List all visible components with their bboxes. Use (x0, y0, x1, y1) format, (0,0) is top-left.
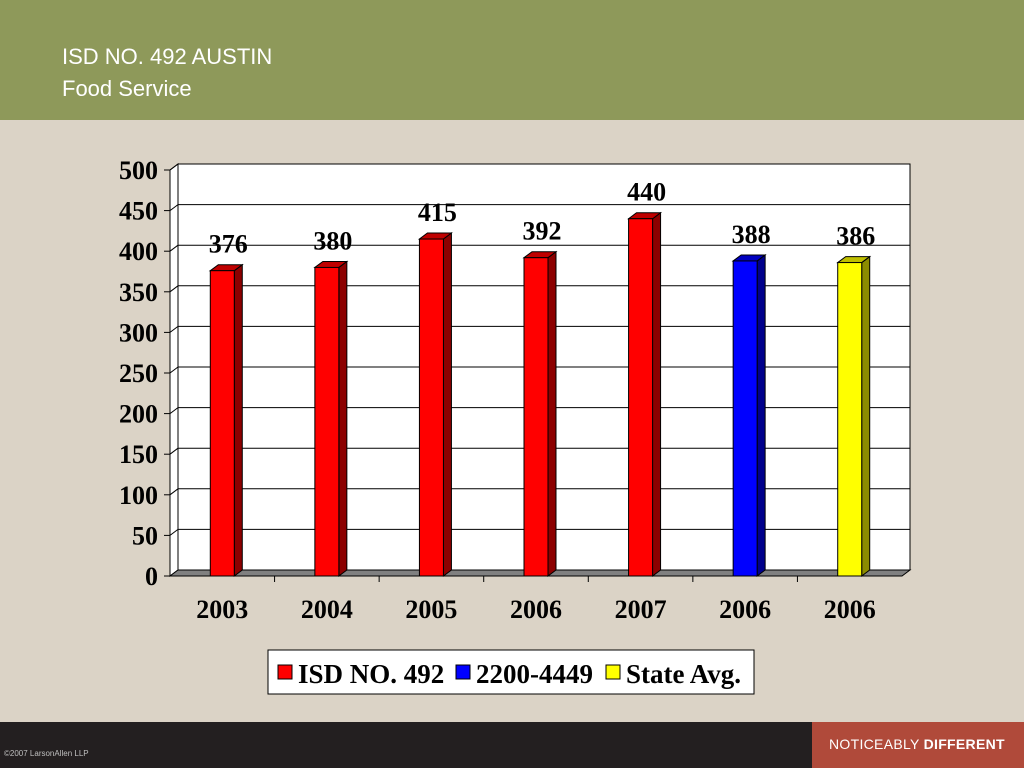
tagline-bold: DIFFERENT (923, 736, 1005, 752)
x-tick-label: 2007 (615, 595, 667, 624)
data-label: 376 (209, 230, 248, 259)
bar-side (861, 255, 871, 577)
x-tick-label: 2006 (719, 595, 771, 624)
bar-side (338, 260, 348, 577)
slide-title: ISD NO. 492 AUSTIN (62, 44, 273, 69)
bar-side (652, 211, 662, 577)
bar-side (547, 250, 557, 577)
gridline-side (169, 325, 179, 333)
tagline-badge (812, 722, 1024, 768)
bar (314, 266, 340, 577)
gridline-side (169, 244, 179, 252)
gridline-side (169, 163, 179, 171)
bar (523, 257, 549, 577)
gridline-side (169, 366, 179, 374)
bar-chart: 0 50 100 150 200 250 300 350 400 450 500 376 2003 380… (119, 156, 912, 695)
y-tick-label: 350 (119, 278, 158, 307)
gridline-side (169, 447, 179, 455)
legend-label: ISD NO. 492 (298, 659, 444, 689)
bar-side (756, 253, 766, 577)
data-label: 415 (418, 198, 457, 227)
bar (418, 238, 444, 577)
x-tick-label: 2003 (196, 595, 248, 624)
gridline-side (169, 407, 179, 415)
copyright-text: ©2007 LarsonAllen LLP (4, 749, 89, 758)
y-tick-label: 100 (119, 481, 158, 510)
y-tick-label: 450 (119, 197, 158, 226)
legend-label: 2200-4449 (476, 659, 593, 689)
slide-footer: ©2007 LarsonAllen LLP NOTICEABLY DIFFERE… (0, 722, 1024, 768)
y-tick-label: 300 (119, 318, 158, 347)
y-tick-label: 400 (119, 237, 158, 266)
x-tick-label: 2006 (510, 595, 562, 624)
y-tick-label: 500 (119, 156, 158, 185)
y-tick-label: 150 (119, 440, 158, 469)
y-tick-label: 0 (145, 562, 158, 591)
legend-swatch (455, 664, 471, 680)
data-label: 386 (836, 222, 875, 251)
gridline-side (169, 488, 179, 496)
bar (209, 270, 235, 577)
slide-subtitle: Food Service (62, 76, 192, 101)
legend-swatch (277, 664, 293, 680)
data-label: 380 (313, 226, 352, 255)
y-tick-label: 250 (119, 359, 158, 388)
y-tick-label: 200 (119, 400, 158, 429)
x-tick-label: 2004 (301, 595, 353, 624)
bar-side (233, 263, 243, 577)
bar-side (442, 232, 452, 577)
gridline-side (169, 285, 179, 293)
data-label: 388 (732, 220, 771, 249)
legend-label: State Avg. (626, 659, 741, 689)
slide-header: ISD NO. 492 AUSTIN Food Service (0, 0, 1024, 120)
x-tick-label: 2005 (405, 595, 457, 624)
gridline-side (169, 204, 179, 211)
legend-box (267, 649, 755, 695)
legend-swatch (605, 664, 621, 680)
x-tick-label: 2006 (824, 595, 876, 624)
y-tick-label: 50 (132, 521, 158, 550)
data-label: 440 (627, 178, 666, 207)
tagline-light: NOTICEABLY (829, 736, 924, 752)
bar (732, 260, 758, 577)
bar (628, 218, 654, 577)
gridline-side (169, 528, 179, 536)
tagline: NOTICEABLY DIFFERENT (829, 736, 1005, 752)
data-label: 392 (523, 217, 562, 246)
bar (837, 262, 863, 577)
